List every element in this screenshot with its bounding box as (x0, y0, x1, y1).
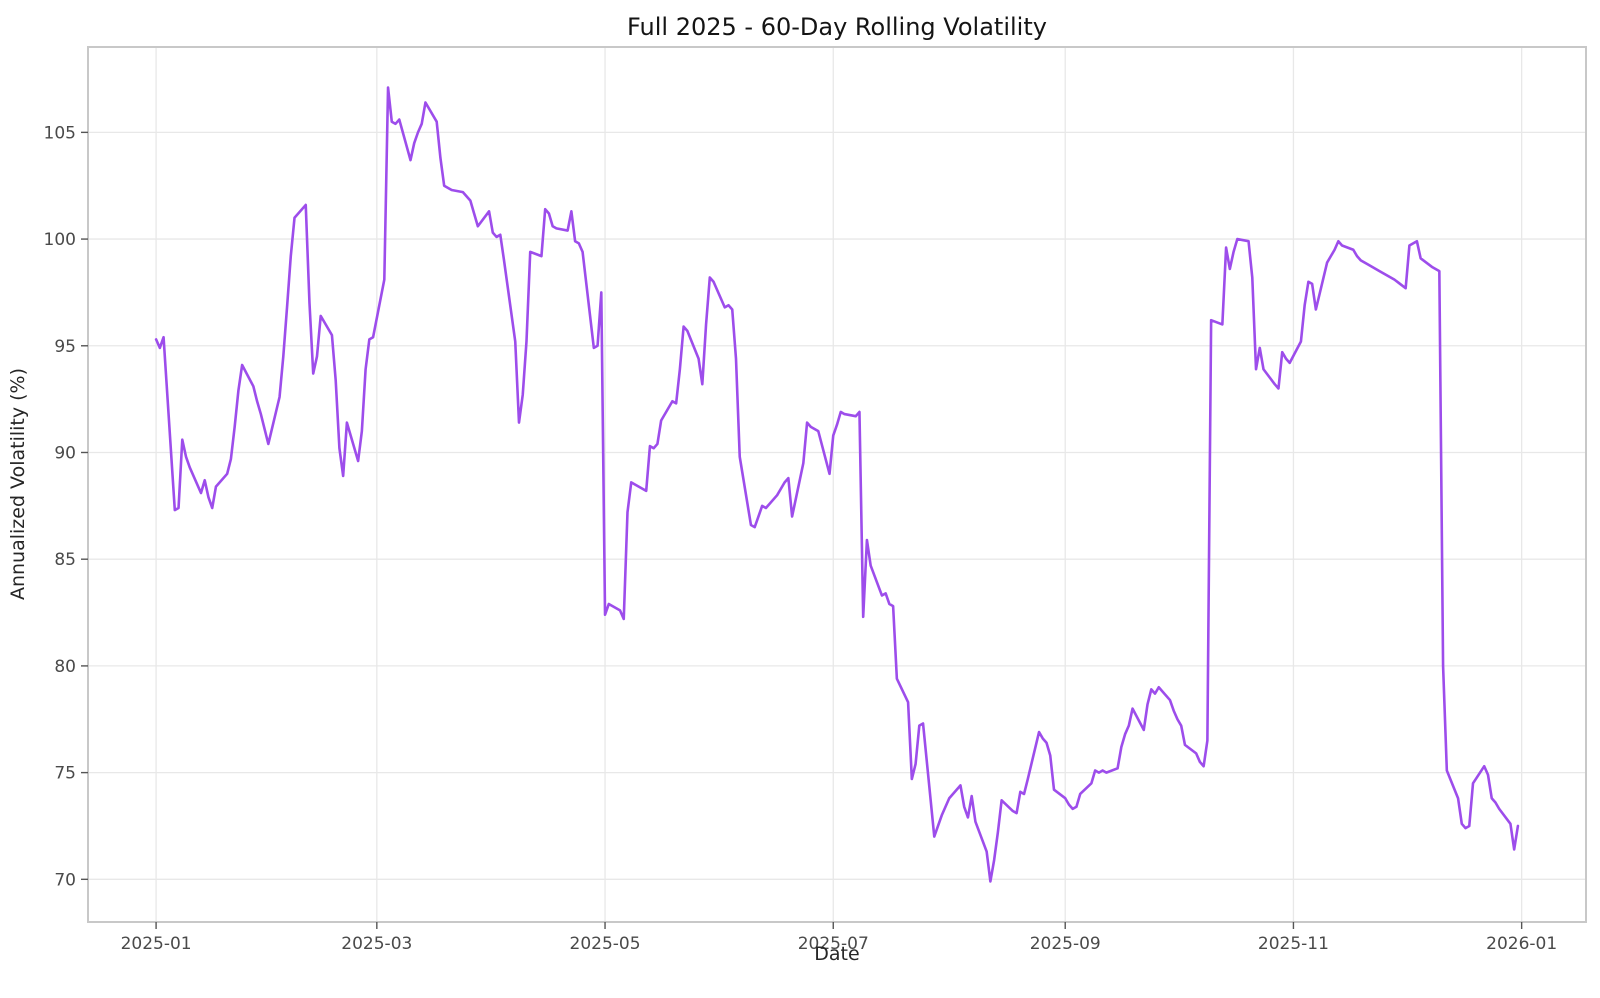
gridlines (88, 47, 1586, 922)
y-tick-label: 85 (54, 550, 76, 570)
x-tick-label: 2025-07 (798, 934, 869, 954)
y-tick-label: 80 (54, 657, 76, 677)
y-tick-label: 70 (54, 870, 76, 890)
x-tick-label: 2026-01 (1486, 934, 1557, 954)
x-tick-label: 2025-09 (1030, 934, 1101, 954)
chart-title: Full 2025 - 60-Day Rolling Volatility (627, 13, 1047, 41)
tick-marks-and-labels: 70 75 80 85 90 95 100 105 2025-01 2025-03 2025-05 2… (44, 123, 1558, 954)
y-tick-label: 105 (44, 123, 76, 143)
y-tick-label: 95 (54, 337, 76, 357)
y-tick-label: 75 (54, 764, 76, 784)
volatility-series-line (154, 86, 1520, 883)
y-tick-label: 90 (54, 443, 76, 463)
x-tick-label: 2025-05 (570, 934, 641, 954)
series-layer (154, 86, 1520, 883)
x-axis-label: Date (814, 943, 859, 965)
x-tick-label: 2025-01 (121, 934, 192, 954)
y-tick-label: 100 (44, 230, 76, 250)
plot-area (88, 47, 1586, 922)
x-tick-label: 2025-11 (1258, 934, 1329, 954)
x-tick-label: 2025-03 (341, 934, 412, 954)
plot-frame-spines (87, 46, 1587, 923)
y-axis-label: Annualized Volatility (%) (7, 368, 29, 600)
